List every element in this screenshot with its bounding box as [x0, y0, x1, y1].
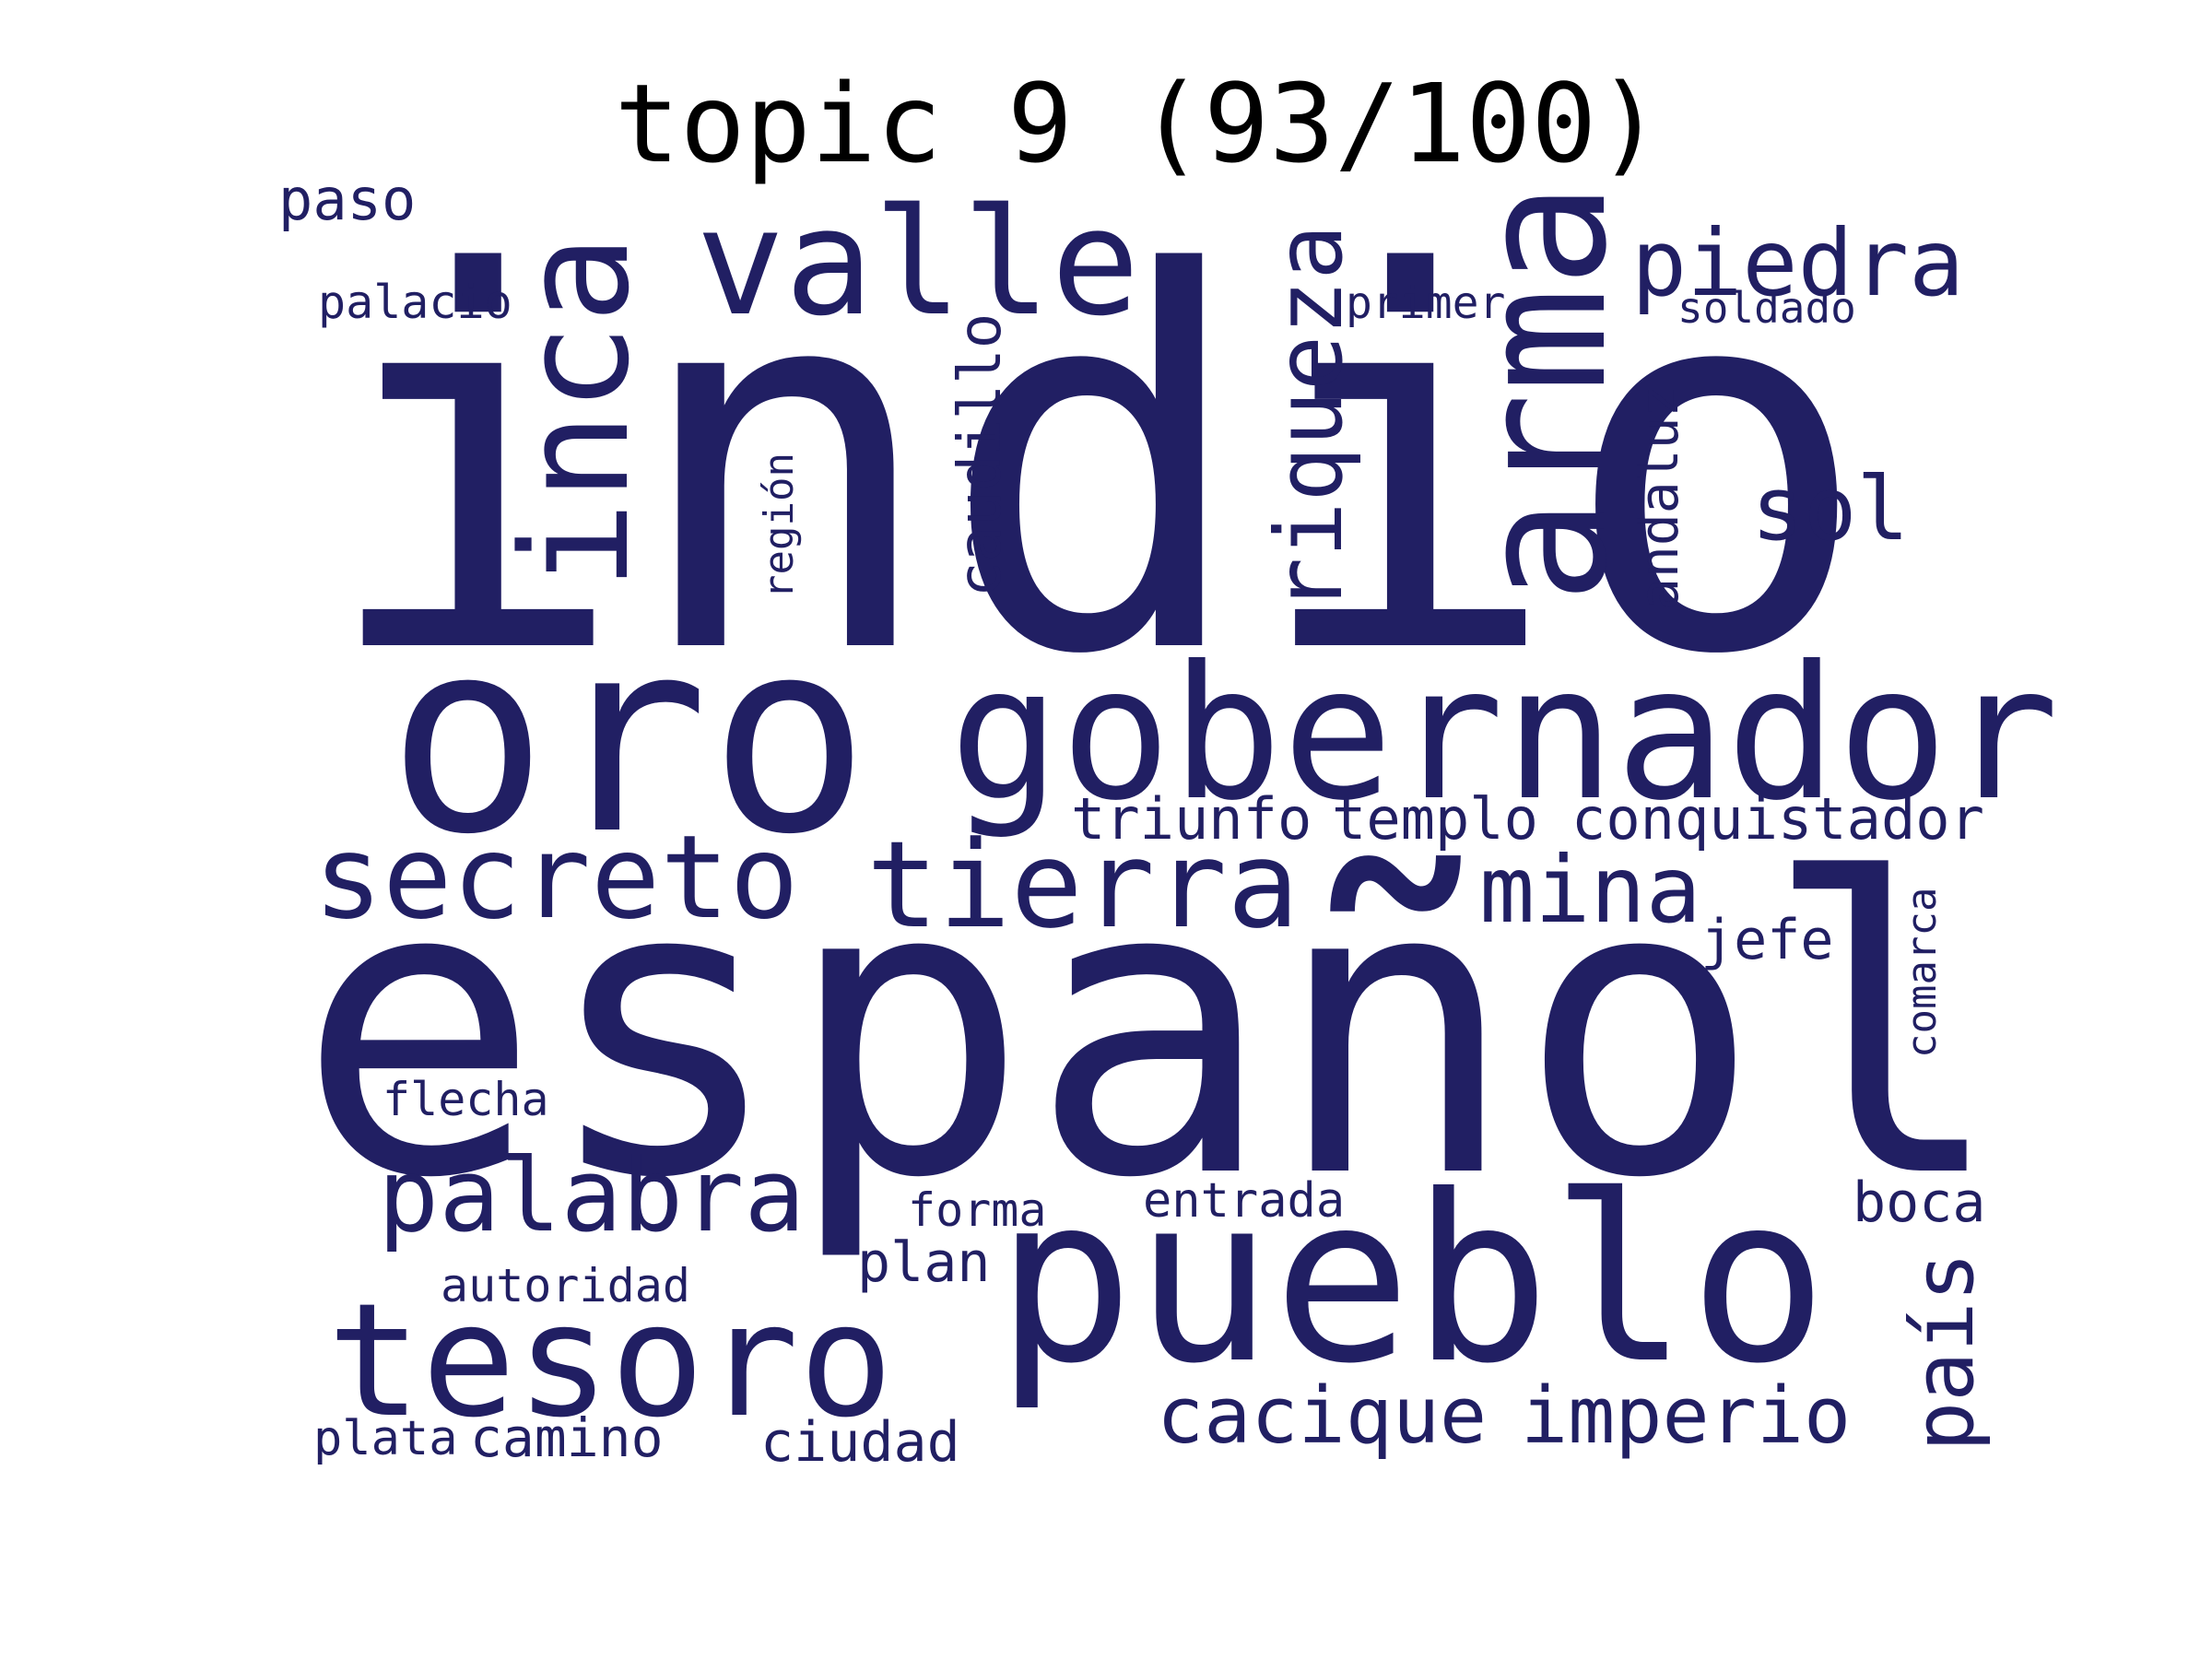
word-riqueza: riqueza: [1255, 225, 1363, 613]
word-paso: paso: [278, 166, 416, 233]
word-valle: valle: [696, 176, 1140, 348]
word-imperio: imperio: [1521, 1371, 1851, 1462]
word-soldado: soldado: [1677, 283, 1856, 333]
word-tierra: tierra: [866, 815, 1300, 955]
word-triunfo: triunfo: [1071, 785, 1312, 853]
word-autoridad: autoridad: [441, 1259, 690, 1312]
word-inca: inca: [489, 235, 662, 590]
word-sol: sol: [1751, 459, 1910, 560]
word-piedra: piedra: [1631, 209, 1964, 317]
word-oro: oro: [387, 582, 870, 893]
word-español: español: [297, 794, 2006, 1266]
word-andaluz: andaluz: [1628, 385, 1690, 610]
word-cacique: cacique: [1157, 1371, 1487, 1462]
word-indio: indio: [318, 167, 1872, 768]
word-flecha: flecha: [382, 1073, 549, 1126]
word-ciudad: ciudad: [760, 1410, 960, 1475]
word-país: país: [1896, 1252, 1993, 1452]
word-palabra: palabra: [378, 1136, 806, 1254]
word-caudillo: caudillo: [947, 313, 1015, 597]
word-entrada: entrada: [1143, 1173, 1345, 1229]
word-pueblo: pueblo: [995, 1146, 1828, 1414]
word-arma: arma: [1441, 182, 1645, 604]
word-camino: camino: [470, 1406, 664, 1469]
word-plan: plan: [857, 1230, 991, 1295]
word-gobernador: gobernador: [949, 627, 2059, 841]
word-comarca: comarca: [1899, 888, 1946, 1058]
word-tesoro: tesoro: [327, 1270, 893, 1453]
word-secreto: secreto: [313, 811, 799, 945]
word-mina: mina: [1479, 836, 1701, 944]
word-forma: forma: [908, 1183, 1047, 1237]
word-plata: plata: [313, 1411, 458, 1466]
word-conquistador: conquistador: [1571, 785, 1984, 853]
word-boca: boca: [1853, 1171, 1986, 1235]
word-región: región: [756, 453, 803, 599]
word-templo: templo: [1332, 785, 1538, 853]
chart-title: topic 9 (93/100): [615, 60, 1663, 187]
word-primer: primer: [1346, 277, 1505, 329]
word-palacio: palacio: [318, 276, 512, 329]
word-jefe: jefe: [1700, 908, 1834, 972]
